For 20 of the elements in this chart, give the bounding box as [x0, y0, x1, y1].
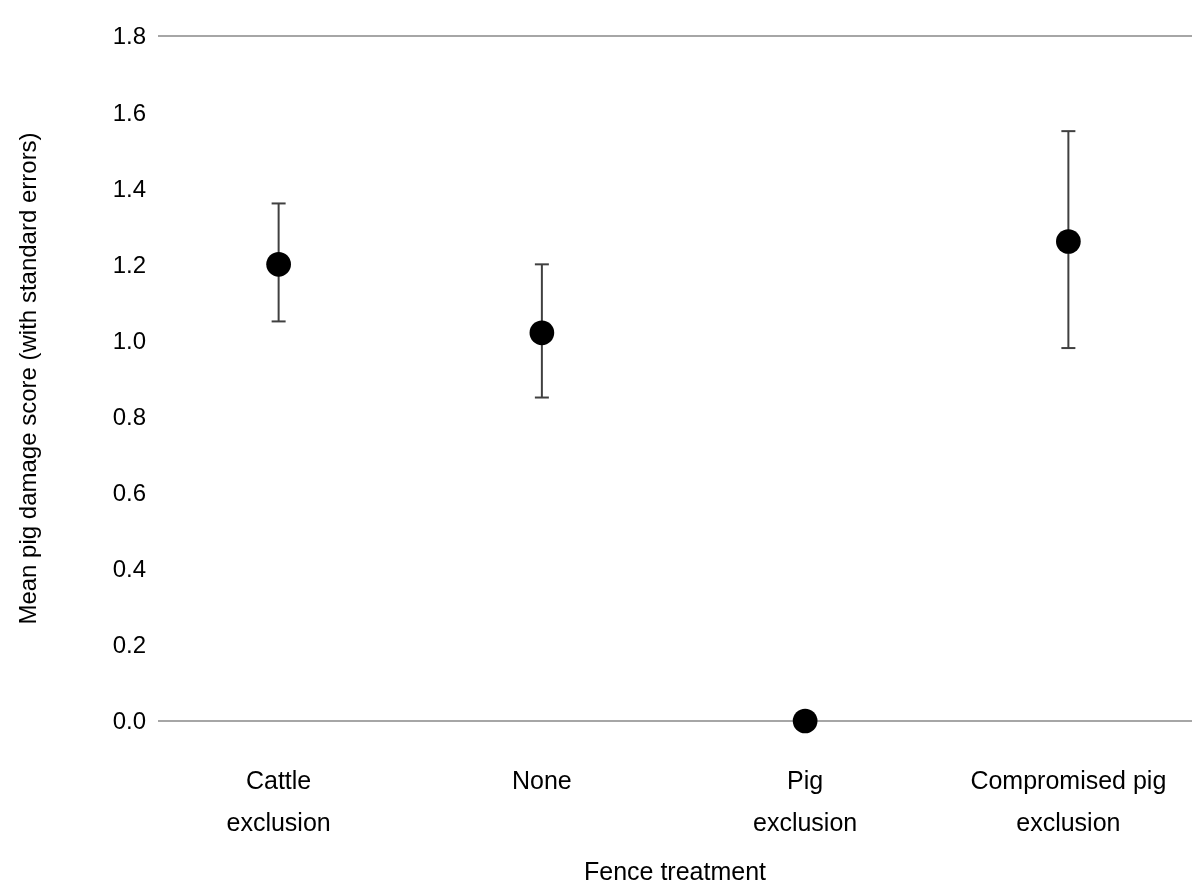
point	[266, 252, 291, 277]
x-axis-title: Fence treatment	[583, 857, 767, 885]
point	[529, 320, 555, 346]
y-tick-label: 0.8	[112, 402, 146, 430]
y-tick-label: 0.6	[112, 479, 146, 507]
point	[792, 708, 818, 734]
y-tick-label: 0.0	[112, 707, 146, 735]
y-tick-label: 1.2	[112, 250, 146, 278]
x-tick-label: Pig exclusion	[753, 766, 858, 836]
y-tick-label: 1.0	[112, 326, 146, 354]
y-tick-label: 0.4	[112, 555, 146, 583]
x-tick-label: Cattle exclusion	[226, 766, 331, 836]
x-tick-label: None	[511, 766, 572, 794]
point	[1056, 229, 1081, 254]
y-axis-title: Mean pig damage score (with standard errors)	[14, 132, 41, 625]
y-tick-label: 1.8	[112, 22, 146, 50]
x-tick-label: Compromised pig exclusion	[970, 766, 1167, 836]
y-tick-label: 0.2	[112, 631, 146, 659]
y-tick-label: 1.4	[112, 174, 146, 202]
y-tick-label: 1.6	[112, 98, 146, 126]
